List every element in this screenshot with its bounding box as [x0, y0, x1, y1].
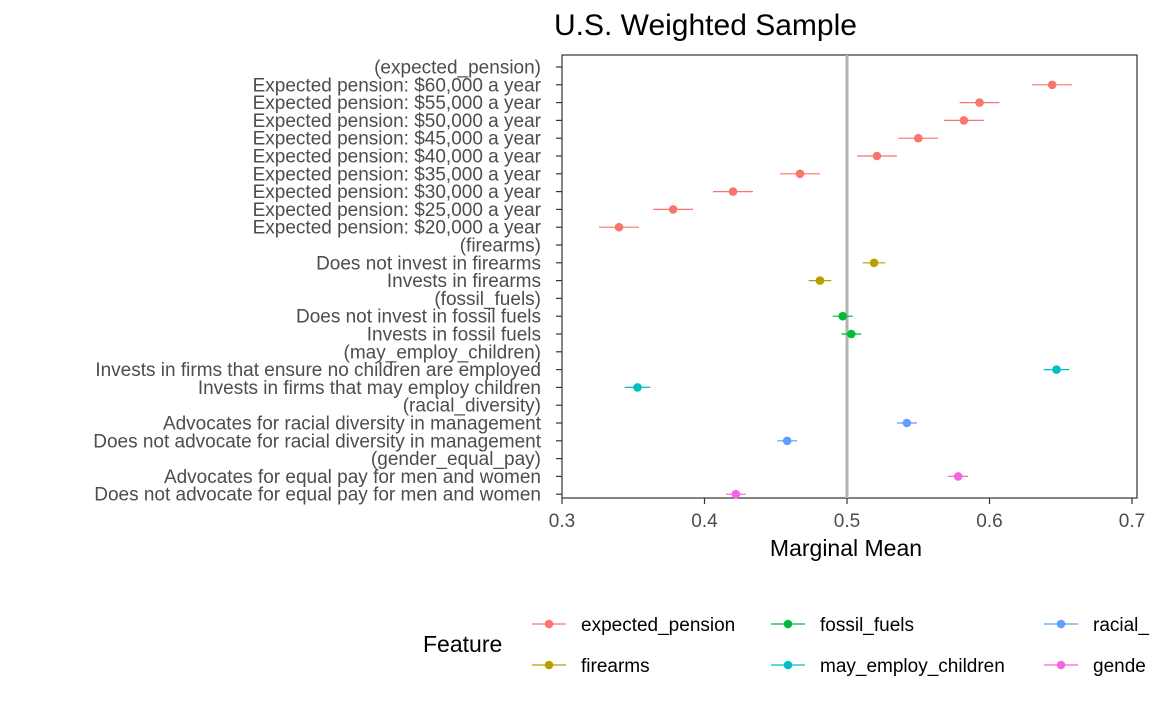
- point-estimate: [815, 276, 825, 285]
- legend: expected_pension firearms fossil_fuels may_…: [532, 615, 1149, 677]
- y-label-group-header: (racial_diversity): [403, 396, 541, 417]
- legend-label: racial_: [1093, 615, 1149, 636]
- legend-label: expected_pension: [581, 615, 735, 636]
- point-estimate: [633, 383, 642, 392]
- y-label-group-header: (firearms): [460, 236, 541, 257]
- point-estimate: [668, 205, 678, 214]
- y-label-group-header: (fossil_fuels): [434, 289, 541, 310]
- y-axis-labels: (expected_pension)Expected pension: $60,…: [93, 58, 542, 506]
- y-label: Invests in firms that may employ childre…: [198, 378, 541, 399]
- x-tick-label: 0.4: [691, 511, 718, 532]
- y-label-group-header: (gender_equal_pay): [371, 449, 541, 470]
- point-estimate: [846, 329, 856, 339]
- point-estimate: [975, 98, 984, 107]
- y-label: Expected pension: $60,000 a year: [253, 75, 542, 96]
- y-label: Expected pension: $35,000 a year: [253, 164, 542, 185]
- point-estimate: [869, 258, 879, 268]
- point-estimate: [953, 472, 963, 481]
- legend-key-point: [1056, 660, 1066, 670]
- y-label: Does not invest in fossil fuels: [296, 307, 541, 328]
- x-axis-title: Marginal Mean: [770, 535, 922, 561]
- y-label: Does not advocate for equal pay for men …: [94, 485, 541, 506]
- legend-label: gende: [1093, 656, 1146, 677]
- y-label-group-header: (expected_pension): [374, 58, 541, 79]
- point-estimate: [614, 222, 624, 232]
- plot-marks: [599, 80, 1073, 499]
- y-label: Advocates for equal pay for men and wome…: [164, 467, 541, 488]
- x-tick-label: 0.3: [549, 511, 575, 532]
- point-estimate: [731, 489, 741, 499]
- y-label: Does not advocate for racial diversity i…: [93, 431, 542, 452]
- point-estimate: [782, 436, 792, 446]
- point-estimate: [902, 418, 912, 428]
- point-estimate: [838, 311, 848, 321]
- legend-label: fossil_fuels: [820, 615, 914, 636]
- x-tick-label: 0.5: [834, 511, 860, 532]
- x-tick-label: 0.7: [1119, 511, 1145, 532]
- point-estimate: [1047, 80, 1057, 90]
- y-label: Expected pension: $55,000 a year: [253, 93, 542, 114]
- y-label: Expected pension: $25,000 a year: [253, 200, 542, 221]
- x-tick-label: 0.6: [976, 511, 1002, 532]
- point-estimate: [1052, 365, 1061, 374]
- y-label: Expected pension: $20,000 a year: [253, 218, 542, 239]
- legend-key-point: [1056, 619, 1066, 629]
- point-estimate: [959, 116, 969, 125]
- legend-key-point: [783, 619, 793, 629]
- y-label: Expected pension: $45,000 a year: [253, 129, 542, 150]
- plot-panel-border: [561, 54, 1138, 499]
- point-estimate: [795, 169, 805, 179]
- y-label: Does not invest in firearms: [316, 253, 541, 274]
- legend-key-point: [544, 619, 554, 629]
- point-estimate: [913, 133, 923, 143]
- y-label: Expected pension: $30,000 a year: [253, 182, 542, 203]
- y-label: Advocates for racial diversity in manage…: [163, 414, 542, 435]
- legend-key-point: [544, 660, 554, 670]
- x-axis: 0.3 0.4 0.5 0.6 0.7: [549, 498, 1145, 532]
- legend-label: firearms: [581, 656, 650, 677]
- legend-label: may_employ_children: [820, 656, 1005, 677]
- y-axis-ticks: [556, 66, 562, 495]
- y-label: Invests in firearms: [387, 271, 541, 292]
- y-label: Expected pension: $50,000 a year: [253, 111, 542, 132]
- chart-title: U.S. Weighted Sample: [554, 9, 857, 42]
- y-label-group-header: (may_employ_children): [344, 342, 541, 363]
- point-estimate: [872, 151, 882, 161]
- y-label: Invests in fossil fuels: [367, 325, 541, 346]
- y-label: Invests in firms that ensure no children…: [95, 360, 541, 381]
- y-label: Expected pension: $40,000 a year: [253, 147, 542, 168]
- legend-title: Feature: [423, 631, 502, 657]
- legend-key-point: [783, 660, 793, 670]
- point-estimate: [728, 187, 738, 196]
